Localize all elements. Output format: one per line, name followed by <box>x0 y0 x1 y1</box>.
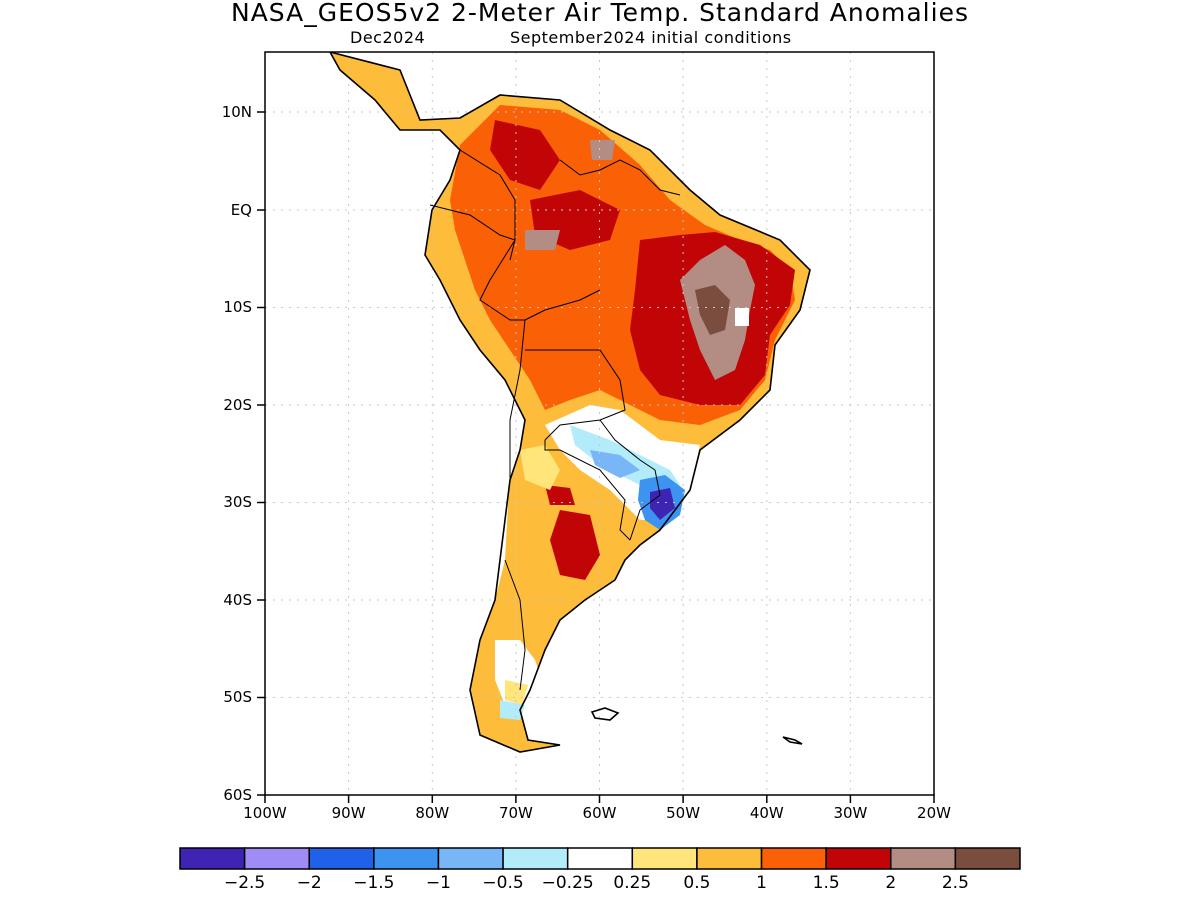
initial-conditions: September2024 initial conditions <box>510 28 792 47</box>
south-georgia <box>782 736 803 745</box>
colorbar-swatch <box>696 847 763 870</box>
lon-label: 50W <box>666 804 700 822</box>
lat-label: 30S <box>223 493 252 511</box>
anomaly-white-andes <box>485 470 510 600</box>
lon-label: 90W <box>332 804 366 822</box>
colorbar-swatch <box>825 847 892 870</box>
colorbar-label: 1 <box>756 873 767 893</box>
anomaly-red-north <box>490 120 560 190</box>
colorbar-swatch <box>954 847 1021 870</box>
falkland-islands <box>590 707 620 721</box>
missing-data-cell <box>735 308 749 326</box>
colorbar-label: 2.5 <box>942 873 969 893</box>
lon-label: 100W <box>243 804 287 822</box>
colorbar-swatch <box>308 847 375 870</box>
colorbar-swatch <box>243 847 310 870</box>
colorbar-swatch <box>760 847 827 870</box>
anomaly-lightblue-patagonia <box>500 700 525 720</box>
colorbar-swatch <box>179 847 246 870</box>
lat-label: 10N <box>222 103 252 121</box>
colorbar-swatch <box>890 847 957 870</box>
colorbar-labels: −2.5 −2 −1.5 −1 −0.5 −0.25 0.25 0.5 1 1.5 2 2.5 <box>224 873 969 893</box>
colorbar-swatch <box>437 847 504 870</box>
anomaly-red-chaco <box>545 485 575 505</box>
colorbar <box>179 847 1021 870</box>
south-america-coastline <box>329 52 811 753</box>
lat-label: 60S <box>223 786 252 804</box>
lon-labels: 100W 90W 80W 70W 60W 50W 40W 30W 20W <box>243 804 951 822</box>
colorbar-swatch <box>502 847 569 870</box>
colorbar-label: 1.5 <box>813 873 840 893</box>
lat-label: 10S <box>223 298 252 316</box>
lon-label: 30W <box>833 804 867 822</box>
colorbar-swatch <box>373 847 440 870</box>
lat-label: 20S <box>223 396 252 414</box>
colorbar-label: 0.5 <box>683 873 710 893</box>
lon-label: 20W <box>917 804 951 822</box>
anomaly-yellow-patagonia <box>505 680 528 705</box>
anomaly-indigo-southbrazil <box>650 488 675 520</box>
forecast-month: Dec2024 <box>350 28 426 47</box>
lon-label: 80W <box>415 804 449 822</box>
anomaly-blue-parana <box>590 450 640 478</box>
colorbar-label: 2 <box>885 873 896 893</box>
colorbar-swatch <box>566 847 634 870</box>
anomaly-field <box>330 52 810 752</box>
lat-label: 50S <box>223 688 252 706</box>
map-title: NASA_GEOS5v2 2-Meter Air Temp. Standard … <box>231 0 969 27</box>
colorbar-label: −0.5 <box>482 873 523 893</box>
coastlines <box>329 52 811 753</box>
lon-label: 60W <box>583 804 617 822</box>
lat-label: 40S <box>223 591 252 609</box>
colorbar-swatch <box>631 847 698 870</box>
country-borders <box>429 149 681 691</box>
anomaly-yellow-southcone <box>520 445 560 490</box>
anomaly-brown-amazon <box>525 230 560 250</box>
colorbar-label: −2.5 <box>224 873 265 893</box>
colorbar-label: −1.5 <box>353 873 394 893</box>
colorbar-label: −1 <box>426 873 451 893</box>
axis-ticks <box>257 111 935 803</box>
anomaly-brown-guianas <box>590 140 615 160</box>
lat-label: EQ <box>231 201 252 219</box>
lon-label: 40W <box>750 804 784 822</box>
lon-label: 70W <box>499 804 533 822</box>
anomaly-darkbrown-core <box>695 285 730 335</box>
colorbar-label: −2 <box>297 873 322 893</box>
lat-labels: 10N EQ 10S 20S 30S 40S 50S 60S <box>222 103 252 804</box>
colorbar-label: 0.25 <box>613 873 651 893</box>
colorbar-label: −0.25 <box>542 873 594 893</box>
anomaly-red-southcone <box>550 510 600 580</box>
